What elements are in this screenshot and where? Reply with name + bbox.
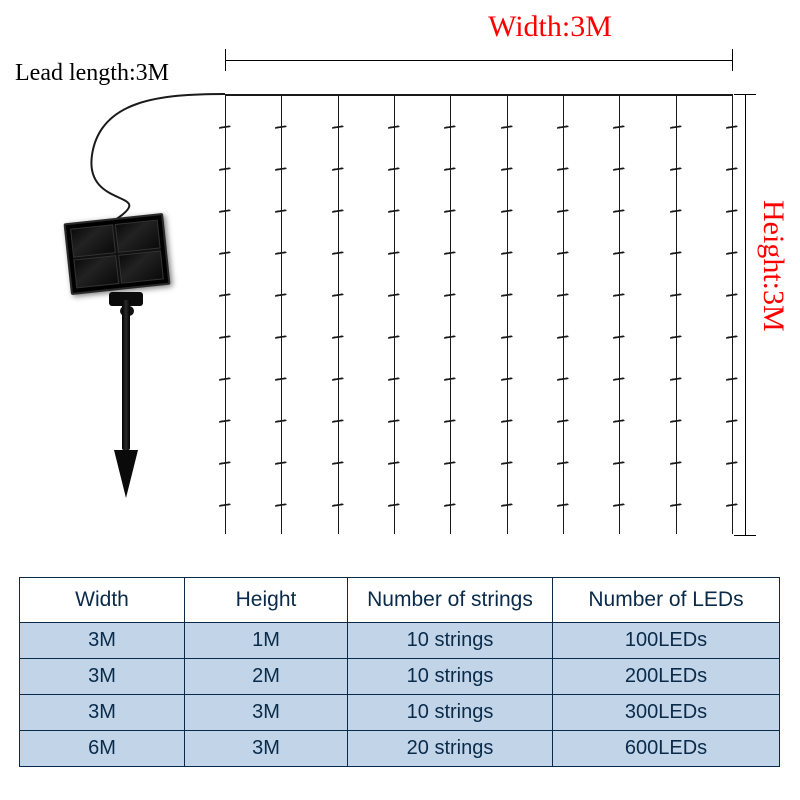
table-cell: 10 strings <box>348 659 553 695</box>
table-cell: 200LEDs <box>553 659 780 695</box>
table-header: Height <box>185 578 348 623</box>
table-cell: 6M <box>20 731 185 767</box>
table-cell: 20 strings <box>348 731 553 767</box>
ground-stake-pole <box>122 300 130 450</box>
table-cell: 10 strings <box>348 623 553 659</box>
light-strand <box>619 94 620 534</box>
table-cell: 2M <box>185 659 348 695</box>
solar-panel-assembly <box>64 213 171 295</box>
curtain-top-wire <box>225 94 732 96</box>
light-strand <box>281 94 282 534</box>
table-cell: 100LEDs <box>553 623 780 659</box>
light-strand <box>450 94 451 534</box>
table-cell: 10 strings <box>348 695 553 731</box>
table-cell: 3M <box>20 659 185 695</box>
table-cell: 3M <box>20 623 185 659</box>
table-cell: 3M <box>185 731 348 767</box>
table-cell: 3M <box>185 695 348 731</box>
spec-table: WidthHeightNumber of stringsNumber of LE… <box>19 577 780 767</box>
table-row: 3M3M10 strings300LEDs <box>20 695 780 731</box>
table-header: Number of LEDs <box>553 578 780 623</box>
table-row: 6M3M20 strings600LEDs <box>20 731 780 767</box>
solar-panel <box>64 213 171 295</box>
table-header: Width <box>20 578 185 623</box>
table-cell: 3M <box>20 695 185 731</box>
product-diagram: Width:3M Lead length:3M Height:3M WidthH… <box>0 0 800 800</box>
table-header: Number of strings <box>348 578 553 623</box>
table-cell: 300LEDs <box>553 695 780 731</box>
table-cell: 600LEDs <box>553 731 780 767</box>
ground-stake-tip <box>114 450 138 498</box>
table-row: 3M1M10 strings100LEDs <box>20 623 780 659</box>
table-cell: 1M <box>185 623 348 659</box>
table-row: 3M2M10 strings200LEDs <box>20 659 780 695</box>
